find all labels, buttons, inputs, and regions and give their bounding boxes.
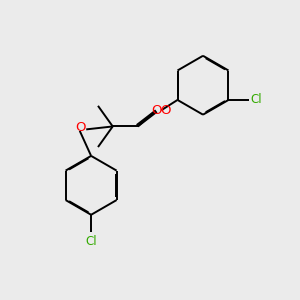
Text: O: O bbox=[75, 122, 86, 134]
Text: Cl: Cl bbox=[85, 236, 97, 248]
Text: O: O bbox=[160, 104, 171, 117]
Text: Cl: Cl bbox=[250, 93, 262, 106]
Text: O: O bbox=[151, 104, 161, 117]
